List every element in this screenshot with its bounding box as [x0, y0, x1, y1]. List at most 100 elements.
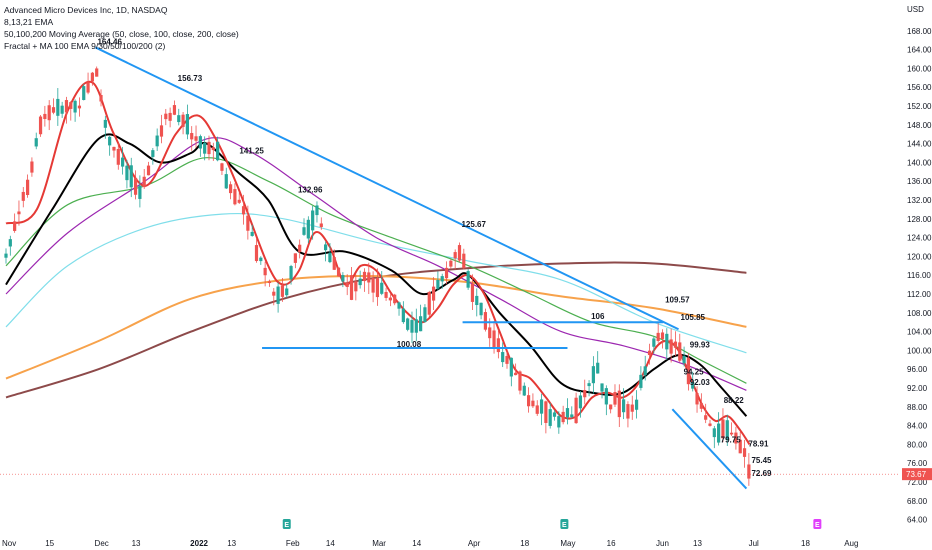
candle-body — [660, 332, 665, 339]
candle-body — [224, 174, 228, 189]
candle-body — [82, 86, 86, 100]
candle-body — [717, 423, 721, 443]
legend-fractal: Fractal + MA 100 EMA 9/30/50/100/200 (2) — [4, 41, 166, 51]
candle-body — [220, 163, 224, 171]
candle-body — [509, 357, 513, 377]
candle-body — [522, 385, 526, 396]
ma-line-ma-black — [5, 133, 748, 417]
y-tick-label: 140.00 — [907, 158, 932, 167]
candle-body — [393, 294, 397, 304]
candle-body — [596, 362, 600, 374]
y-tick-label: 96.00 — [907, 365, 928, 374]
candle-body — [280, 285, 285, 297]
candle-body — [30, 161, 34, 173]
candle-body — [289, 266, 293, 280]
candle-body — [306, 219, 310, 239]
candle-body — [574, 397, 578, 424]
candle-body — [634, 399, 639, 410]
x-tick-label: Jun — [656, 539, 669, 548]
x-tick-label: 13 — [227, 539, 236, 548]
candle-body — [691, 382, 695, 389]
candle-body — [146, 165, 151, 176]
candle-body — [4, 253, 8, 258]
trendline-lower-channel[interactable] — [671, 408, 748, 490]
candle-body — [686, 357, 691, 385]
candle-body — [56, 98, 60, 116]
candle-body — [194, 136, 198, 141]
candle-body — [315, 205, 319, 216]
candle-body — [25, 179, 30, 196]
candle-body — [557, 416, 561, 428]
candle-body — [172, 105, 177, 115]
y-tick-label: 72.00 — [907, 478, 928, 487]
candle-body — [470, 283, 475, 302]
earnings-marker[interactable]: E — [813, 519, 822, 529]
candle-body — [613, 392, 617, 405]
candle-body — [129, 165, 133, 188]
trendline-upper-downtrend[interactable] — [95, 46, 679, 331]
candle-body — [704, 415, 708, 420]
candle-body — [237, 199, 241, 203]
x-tick-label: 13 — [132, 539, 141, 548]
y-tick-label: 84.00 — [907, 422, 928, 431]
y-tick-label: 164.00 — [907, 46, 932, 55]
y-tick-label: 104.00 — [907, 328, 932, 337]
candle-body — [488, 327, 492, 339]
candle-body — [738, 439, 742, 454]
candle-body — [591, 366, 595, 384]
candle-body — [358, 278, 362, 286]
candle-body — [678, 342, 682, 361]
earnings-letter: E — [284, 522, 289, 529]
candle-body — [453, 252, 457, 259]
x-tick-label: Nov — [2, 539, 16, 548]
candle-body — [380, 282, 384, 294]
candle-body — [203, 142, 207, 154]
candle-body — [462, 253, 466, 269]
candle-body — [518, 371, 522, 391]
candle-body — [384, 292, 388, 298]
candle-body — [695, 393, 699, 405]
candle-body — [505, 356, 509, 364]
candle-body — [254, 245, 259, 262]
candle-body — [47, 105, 51, 121]
x-tick-label: 14 — [326, 539, 335, 548]
candle-body — [60, 105, 64, 114]
x-tick-label: Apr — [468, 539, 481, 548]
candle-body — [479, 302, 483, 316]
earnings-marker[interactable]: E — [560, 519, 569, 529]
price-annotation: 105.85 — [681, 313, 706, 322]
ma-line-ma100 — [5, 212, 747, 354]
candle-body — [64, 100, 69, 113]
candle-body — [116, 148, 120, 165]
candle-body — [514, 372, 518, 376]
y-tick-label: 144.00 — [907, 140, 932, 149]
candle-body — [734, 432, 738, 444]
candle-body — [8, 239, 12, 247]
candle-body — [492, 330, 496, 349]
candle-body — [367, 272, 371, 283]
candle-body — [501, 352, 505, 363]
earnings-marker[interactable]: E — [282, 519, 291, 529]
x-tick-label: May — [560, 539, 575, 548]
candle-body — [652, 338, 656, 347]
x-tick-label: Mar — [372, 539, 386, 548]
price-annotation: 141.25 — [239, 147, 264, 156]
candle-body — [133, 178, 138, 195]
candle-body — [311, 210, 315, 231]
y-tick-label: 160.00 — [907, 64, 932, 73]
candle-body — [419, 316, 423, 332]
candle-body — [427, 292, 431, 315]
y-tick-label: 132.00 — [907, 196, 932, 205]
earnings-letter: E — [815, 522, 820, 529]
x-tick-label: 15 — [45, 539, 54, 548]
candle-body — [449, 260, 453, 267]
candle-body — [259, 257, 263, 262]
candle-body — [276, 286, 280, 304]
y-tick-label: 92.00 — [907, 384, 928, 393]
candle-body — [414, 319, 418, 333]
y-tick-label: 156.00 — [907, 83, 932, 92]
candle-body — [483, 312, 488, 330]
candle-body — [643, 366, 647, 376]
candle-body — [103, 119, 107, 128]
